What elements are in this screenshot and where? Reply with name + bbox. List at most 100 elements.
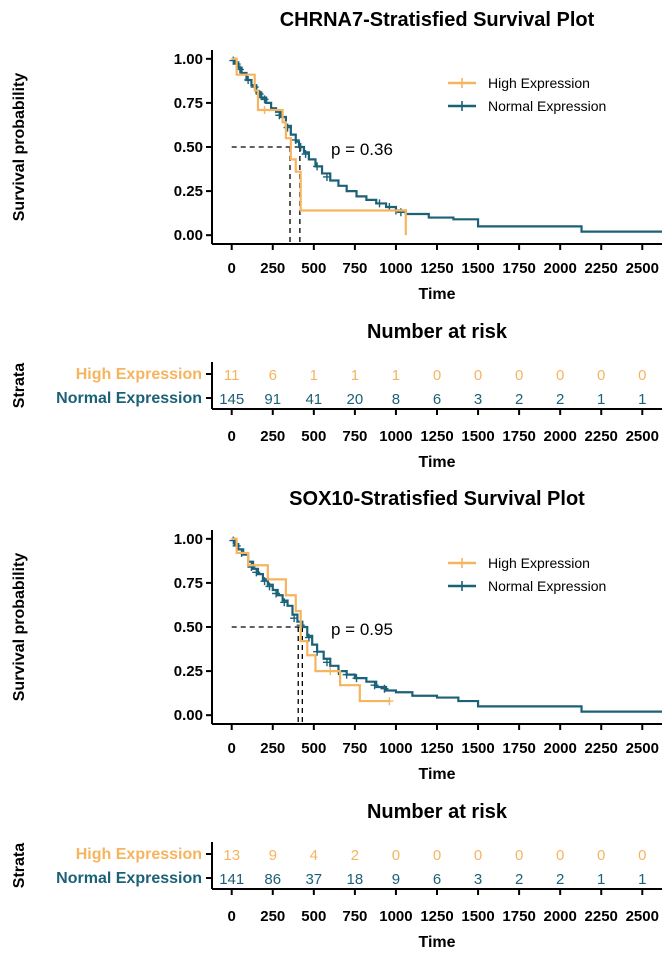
risk-count: 18 [347,871,364,888]
x-tick-label: 750 [342,260,367,277]
risk-count: 2 [515,391,523,408]
risk-count: 1 [638,871,646,888]
risk-count: 8 [392,391,400,408]
x-tick-label: 1750 [502,260,535,277]
series-high-expression [231,57,407,236]
y-tick-label: 0.00 [174,227,203,244]
risk-count: 3 [474,871,482,888]
legend-label: Normal Expression [488,98,606,114]
x-tick-label: 500 [301,260,326,277]
risk-x-tick-label: 750 [342,428,367,445]
plot-title: SOX10-Stratisfied Survival Plot [289,488,585,510]
censor-mark [252,568,261,577]
risk-x-tick-label: 1500 [461,428,494,445]
survival-curve [231,537,390,703]
risk-count: 0 [515,367,523,384]
risk-count: 2 [556,391,564,408]
risk-x-tick-label: 0 [228,428,236,445]
risk-count: 0 [433,367,441,384]
censor-mark [244,75,253,84]
censor-mark [280,598,289,607]
risk-x-tick-label: 250 [260,908,285,925]
censor-mark [313,647,322,656]
risk-count: 2 [515,871,523,888]
risk-count: 0 [638,847,646,864]
risk-y-axis-label: Strata [11,363,28,408]
risk-count: 6 [433,871,441,888]
survival-panel-2: SOX10-Stratisfied Survival Plot 0.00 0.25 0… [11,488,662,783]
risk-count: 6 [433,391,441,408]
risk-count: 145 [219,391,244,408]
censor-mark [260,105,269,114]
risk-count: 2 [351,847,359,864]
risk-table-title: Number at risk [367,801,508,823]
y-tick-label: 0.50 [174,139,203,156]
x-tick-label: 2000 [543,740,576,757]
x-tick-label: 750 [342,740,367,757]
y-tick-label: 0.00 [174,707,203,724]
risk-x-axis-label: Time [418,454,455,471]
risk-count: 1 [310,367,318,384]
risk-count: 13 [223,847,240,864]
censor-mark [290,614,299,623]
risk-count: 141 [219,871,244,888]
censor-mark [313,162,322,171]
survival-curve [231,537,662,713]
x-tick-label: 1500 [461,740,494,757]
risk-x-tick-label: 250 [260,428,285,445]
x-tick-label: 0 [228,260,236,277]
series-normal-expression [229,56,662,233]
risk-x-tick-label: 1750 [502,428,535,445]
risk-count: 41 [305,391,322,408]
censor-mark [301,150,310,159]
y-tick-label: 0.75 [174,95,203,112]
risk-x-tick-label: 2500 [626,908,659,925]
x-tick-label: 500 [301,740,326,757]
risk-count: 1 [351,367,359,384]
p-value-label: p = 0.36 [331,140,393,159]
censor-mark [380,684,389,693]
censor-mark [370,681,379,690]
risk-count: 0 [597,367,605,384]
x-tick-label: 1250 [420,740,453,757]
risk-x-tick-label: 0 [228,908,236,925]
x-tick-label: 1250 [420,260,453,277]
y-tick-label: 0.50 [174,619,203,636]
series-normal-expression [229,536,662,713]
risk-x-axis-label: Time [418,934,455,951]
risk-row-label: Normal Expression [56,870,202,887]
censor-mark [265,582,274,591]
censor-mark [352,674,361,683]
risk-count: 0 [474,847,482,864]
risk-count: 11 [224,367,240,384]
x-tick-label: 250 [260,260,285,277]
y-axis-label: Survival probability [11,73,28,222]
risk-x-tick-label: 1250 [420,428,453,445]
risk-x-tick-label: 1500 [461,908,494,925]
risk-x-tick-label: 1000 [379,428,412,445]
x-tick-label: 2250 [585,740,618,757]
p-value-label: p = 0.95 [331,620,393,639]
risk-x-tick-label: 750 [342,908,367,925]
risk-count: 1 [638,391,646,408]
x-tick-label: 1000 [379,260,412,277]
censor-mark [322,658,331,667]
x-tick-label: 2500 [626,740,659,757]
risk-x-tick-label: 500 [301,908,326,925]
risk-count: 37 [305,871,322,888]
risk-count: 1 [392,367,400,384]
risk-row-label: High Expression [76,846,202,863]
censor-mark [304,633,313,642]
legend: High Expression Normal Expression [448,555,606,594]
risk-count: 0 [474,367,482,384]
y-tick-label: 0.25 [174,663,203,680]
censor-mark [260,577,269,586]
x-tick-label: 1750 [502,740,535,757]
risk-row-label: Normal Expression [56,390,202,407]
survival-curve [231,57,407,236]
x-tick-label: 250 [260,740,285,757]
risk-x-tick-label: 2250 [585,908,618,925]
y-tick-label: 0.25 [174,183,203,200]
